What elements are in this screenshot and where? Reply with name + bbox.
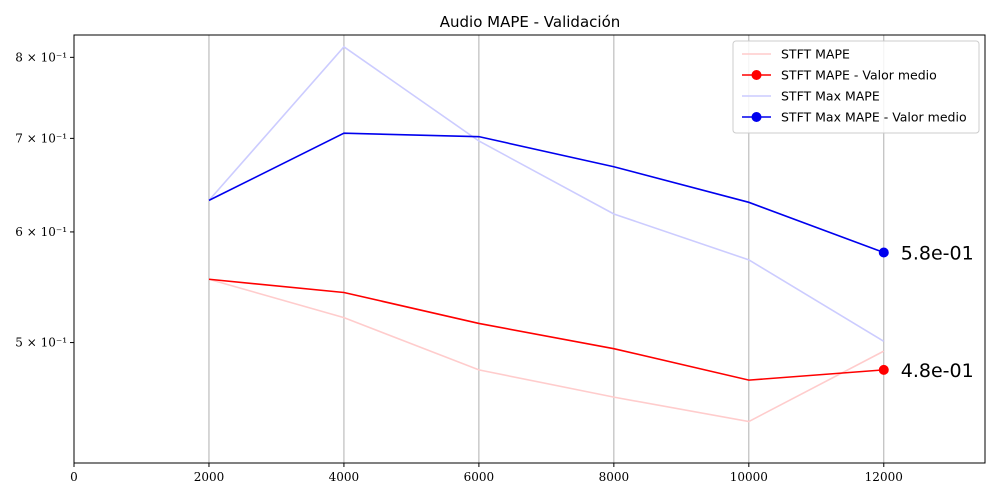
plot-frame bbox=[73, 34, 986, 464]
series-layer bbox=[208, 45, 889, 423]
legend-label: STFT Max MAPE - Valor medio bbox=[781, 110, 967, 125]
x-axis: 0 2000 4000 6000 8000 10000 12000 bbox=[70, 463, 903, 484]
x-tick-label: 0 bbox=[70, 470, 78, 484]
legend-marker bbox=[751, 112, 762, 122]
chart-title: Audio MAPE - Validación bbox=[440, 13, 621, 31]
legend-label: STFT MAPE - Valor medio bbox=[781, 68, 937, 83]
legend-box bbox=[732, 40, 980, 134]
y-tick-label: 5 × 10⁻¹ bbox=[15, 336, 67, 350]
x-tick-label: 4000 bbox=[329, 470, 360, 484]
y-tick-label: 7 × 10⁻¹ bbox=[15, 131, 67, 145]
legend-label: STFT MAPE bbox=[781, 47, 850, 62]
series-line-3 bbox=[208, 132, 885, 254]
x-tick-label: 2000 bbox=[194, 470, 225, 484]
x-tick-label: 10000 bbox=[730, 470, 768, 484]
series-end-point-1 bbox=[878, 364, 889, 375]
series-line-2 bbox=[208, 45, 885, 343]
end-value-label: 4.8e-01 bbox=[901, 360, 974, 382]
annotations: 5.8e-01 4.8e-01 bbox=[901, 242, 974, 381]
legend-marker bbox=[751, 70, 762, 80]
end-value-label: 5.8e-01 bbox=[901, 242, 974, 264]
series-line-1 bbox=[208, 278, 884, 381]
y-tick-label: 6 × 10⁻¹ bbox=[15, 225, 67, 239]
y-tick-label: 8 × 10⁻¹ bbox=[15, 50, 67, 64]
x-tick-label: 12000 bbox=[865, 470, 903, 484]
x-tick-label: 8000 bbox=[599, 470, 630, 484]
series-end-point-3 bbox=[878, 247, 889, 258]
legend-label: STFT Max MAPE bbox=[781, 89, 880, 104]
x-tick-label: 6000 bbox=[464, 470, 495, 484]
series-line-0 bbox=[208, 278, 885, 423]
legend: STFT MAPE STFT MAPE - Valor medio STFT Max… bbox=[732, 40, 980, 134]
y-axis: 5 × 10⁻¹ 6 × 10⁻¹ 7 × 10⁻¹ 8 × 10⁻¹ bbox=[15, 50, 74, 350]
